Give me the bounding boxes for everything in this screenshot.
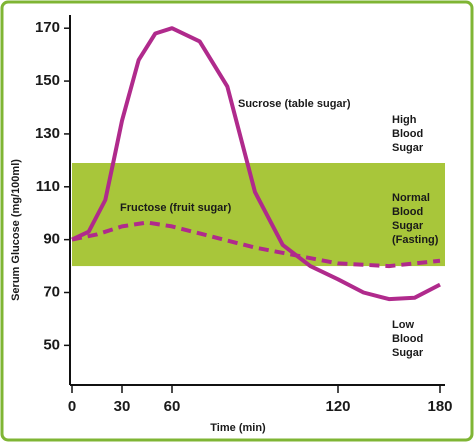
y-tick-label: 70 bbox=[43, 283, 60, 300]
zone-label: Sugar bbox=[392, 220, 424, 232]
x-tick-label: 60 bbox=[164, 398, 181, 415]
x-tick-label: 180 bbox=[427, 398, 452, 415]
zone-label: Sugar bbox=[392, 347, 424, 359]
x-tick-label: 30 bbox=[114, 398, 131, 415]
zone-label: Blood bbox=[392, 128, 423, 140]
line-solid bbox=[71, 26, 441, 302]
zone-label: (Fasting) bbox=[392, 234, 439, 246]
y-tick-label: 50 bbox=[43, 336, 60, 353]
series-annotation: Sucrose (table sugar) bbox=[238, 98, 351, 110]
y-tick-label: 150 bbox=[35, 72, 60, 89]
normal-range-band bbox=[72, 163, 445, 267]
zone-label: Low bbox=[392, 319, 414, 331]
x-tick-label: 0 bbox=[68, 398, 76, 415]
y-tick-label: 130 bbox=[35, 125, 60, 142]
line-dashed bbox=[71, 220, 441, 269]
y-tick-label: 170 bbox=[35, 19, 60, 36]
zone-label: Blood bbox=[392, 206, 423, 218]
y-tick-label: 110 bbox=[36, 178, 60, 195]
y-axis-label: Serum Glucose (mg/100ml) bbox=[10, 159, 22, 301]
zone-label: Sugar bbox=[392, 142, 424, 154]
zone-label: Blood bbox=[392, 333, 423, 345]
zone-label: High bbox=[392, 114, 417, 126]
x-tick-label: 120 bbox=[325, 398, 350, 415]
series-annotation: Fructose (fruit sugar) bbox=[120, 202, 232, 214]
y-tick-label: 90 bbox=[43, 231, 60, 248]
x-axis-label: Time (min) bbox=[210, 422, 266, 434]
zone-label: Normal bbox=[392, 192, 430, 204]
